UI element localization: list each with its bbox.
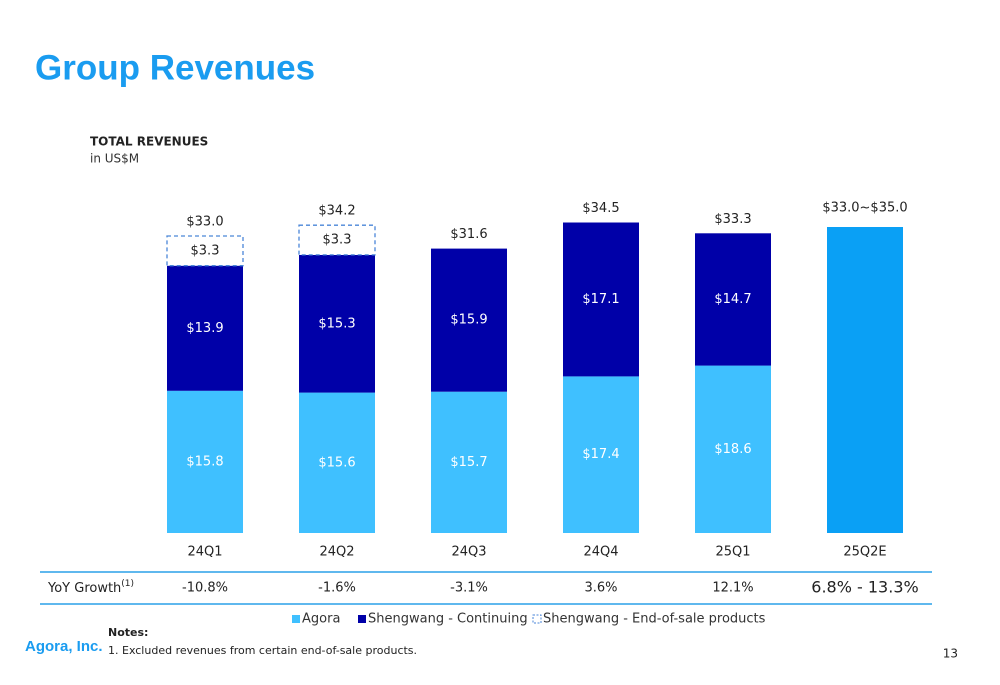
segment-label: $13.9 [186, 321, 223, 336]
page-title: Group Revenues [35, 48, 315, 87]
segment-label: $15.8 [186, 454, 223, 469]
guidance-label: $33.0~$35.0 [822, 201, 907, 216]
total-label: $31.6 [450, 227, 487, 242]
yoy-value: 3.6% [584, 581, 617, 596]
x-tick-label: 24Q3 [451, 545, 486, 560]
segment-label: $17.4 [582, 447, 619, 462]
company: Agora, Inc. [25, 638, 103, 655]
bar-segment [431, 248, 507, 392]
yoy-note-ref: (1) [121, 579, 134, 589]
yoy-value: -10.8% [182, 581, 228, 596]
x-tick-label: 25Q2E [843, 545, 886, 560]
chart-title: TOTAL REVENUES [90, 135, 208, 149]
guidance-bar [827, 227, 903, 533]
x-tick-label: 25Q1 [715, 545, 750, 560]
segment-label: $15.6 [318, 455, 355, 470]
bar-segment-dashed [166, 235, 244, 267]
segment-label: $18.6 [714, 442, 751, 457]
yoy-label-text: YoY Growth [47, 581, 121, 596]
bar-segment [695, 233, 771, 366]
bar-segment [563, 222, 639, 377]
segment-label: $15.3 [318, 316, 355, 331]
legend-swatch [292, 615, 300, 623]
segment-label: $3.3 [191, 243, 220, 258]
legend-label: Agora [302, 612, 340, 627]
guidance-yoy: 6.8% - 13.3% [811, 578, 918, 597]
segment-label: $15.9 [450, 313, 487, 328]
total-label: $34.5 [582, 201, 619, 216]
yoy-value: -1.6% [318, 581, 356, 596]
legend-label: Shengwang - End-of-sale products [543, 612, 766, 627]
bar-segment [563, 376, 639, 533]
bar-segment [431, 391, 507, 533]
x-tick-label: 24Q1 [187, 545, 222, 560]
bar-segment [695, 365, 771, 533]
x-tick-label: 24Q4 [583, 545, 618, 560]
bar-segment [299, 392, 375, 533]
segment-label: $14.7 [714, 292, 751, 307]
bar-segment [299, 254, 375, 393]
segment-label: $3.3 [323, 233, 352, 248]
yoy-label: YoY Growth(1) [47, 579, 134, 596]
bar-segment [167, 390, 243, 533]
note-item: 1. Excluded revenues from certain end-of… [108, 644, 417, 657]
bar-segment [167, 265, 243, 391]
chart-subtitle: in US$M [90, 152, 139, 166]
yoy-value: 12.1% [712, 581, 753, 596]
total-label: $33.3 [714, 212, 751, 227]
yoy-value: -3.1% [450, 581, 488, 596]
notes-title: Notes: [108, 626, 148, 639]
total-label: $34.2 [318, 204, 355, 219]
segment-label: $17.1 [582, 292, 619, 307]
total-label: $33.0 [186, 215, 223, 230]
bar-segment-dashed [298, 224, 376, 256]
legend-label: Shengwang - Continuing [368, 612, 528, 627]
legend-swatch [358, 615, 366, 623]
page-number: 13 [943, 647, 958, 661]
legend-swatch [532, 614, 542, 624]
segment-label: $15.7 [450, 455, 487, 470]
x-tick-label: 24Q2 [319, 545, 354, 560]
